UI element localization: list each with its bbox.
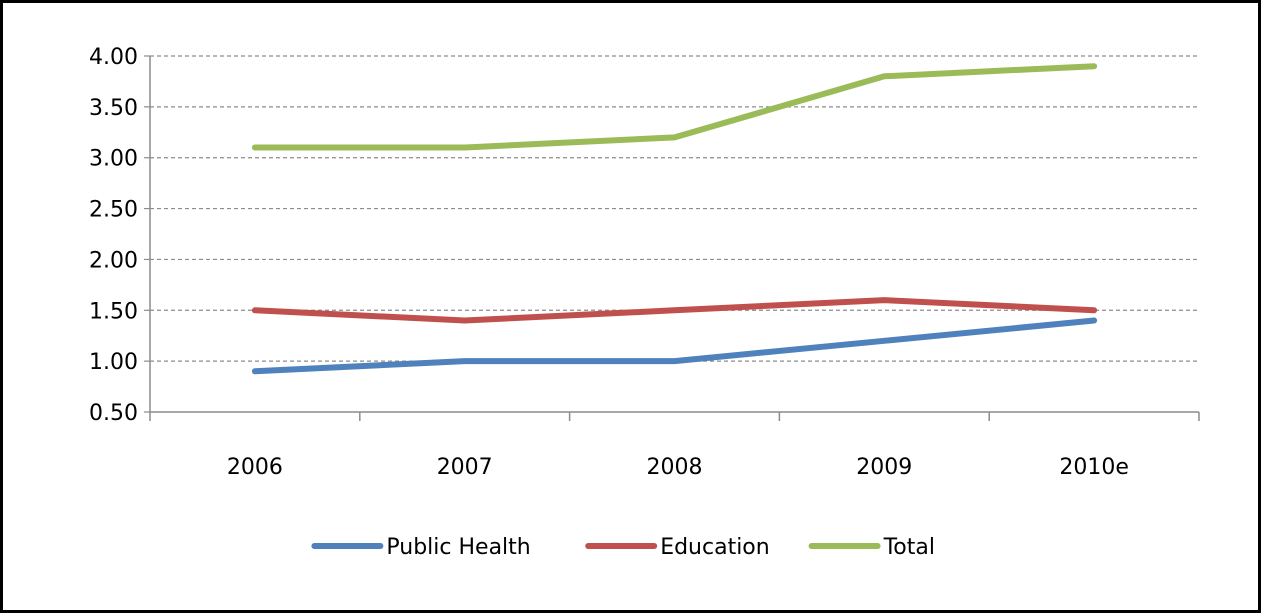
y-tick-label: 4.00 bbox=[89, 45, 138, 70]
series-line-total bbox=[251, 63, 1098, 151]
series-lines bbox=[251, 63, 1098, 375]
legend-label-total: Total bbox=[883, 535, 935, 560]
y-tick-label: 1.50 bbox=[89, 299, 138, 324]
legend-label-education: Education bbox=[660, 535, 770, 560]
y-tick-label: 2.50 bbox=[89, 198, 138, 223]
x-tick-label: 2007 bbox=[437, 455, 493, 480]
y-tick-label: 3.50 bbox=[89, 96, 138, 121]
x-tick-label: 2010e bbox=[1059, 455, 1129, 480]
y-axis-ticks: 0.50 1.00 1.50 2.00 2.50 3.00 3.50 4.00 bbox=[89, 45, 150, 426]
x-tick-label: 2006 bbox=[227, 455, 283, 480]
legend: Public Health Education Total bbox=[311, 535, 935, 560]
x-tick-label: 2008 bbox=[647, 455, 703, 480]
x-axis-ticks: 2006 2007 2008 2009 2010e bbox=[149, 412, 1200, 480]
axes bbox=[149, 56, 1199, 413]
series-line-education bbox=[251, 297, 1098, 324]
y-tick-label: 0.50 bbox=[89, 401, 138, 426]
x-tick-label: 2009 bbox=[856, 455, 912, 480]
y-tick-label: 1.00 bbox=[89, 350, 138, 375]
legend-label-public-health: Public Health bbox=[386, 535, 530, 560]
series-line-public-health bbox=[251, 317, 1098, 375]
y-tick-label: 3.00 bbox=[89, 147, 138, 172]
y-tick-label: 2.00 bbox=[89, 248, 138, 273]
